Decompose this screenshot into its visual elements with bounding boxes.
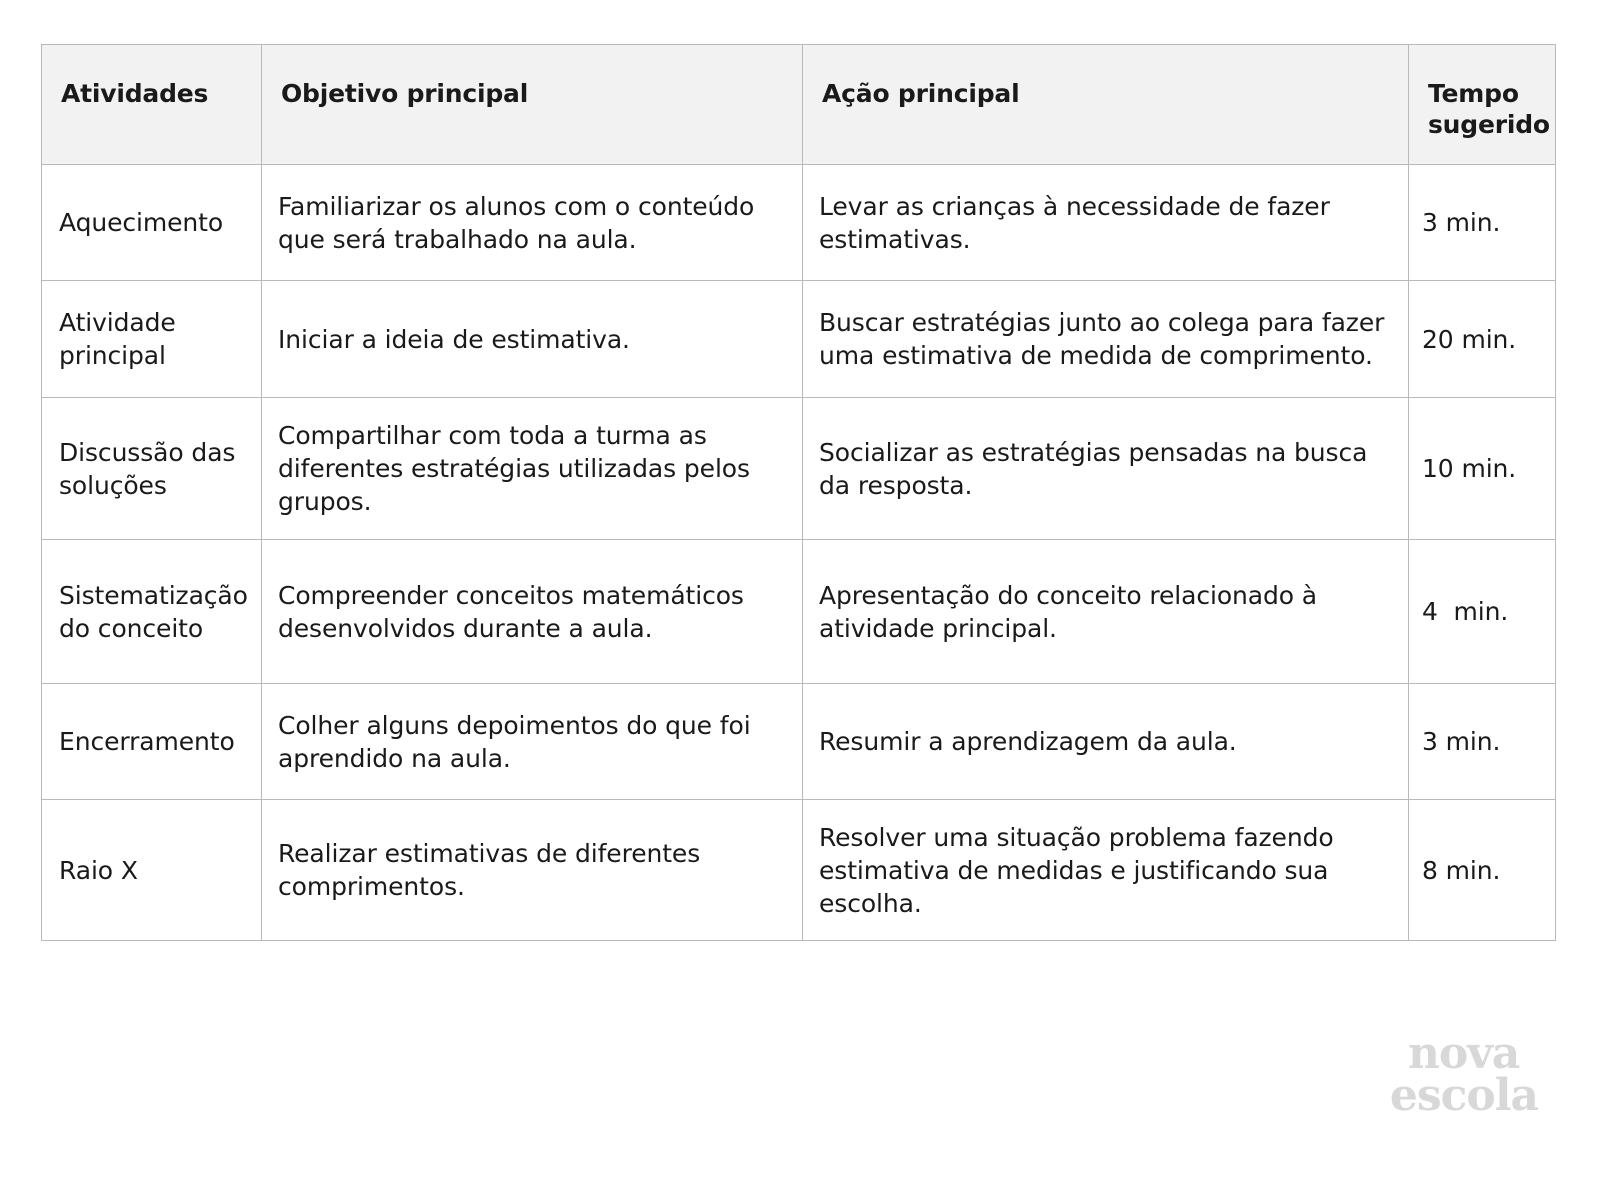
cell-objetivo: Colher alguns depoimentos do que foi apr…	[261, 683, 803, 800]
table-row: Aquecimento Familiarizar os alunos com o…	[41, 164, 1556, 281]
table-header: Atividades Objetivo principal Ação princ…	[41, 44, 1556, 165]
cell-atividade: Atividade principal	[41, 280, 262, 398]
column-header-acao-label: Ação principal	[822, 79, 1020, 108]
cell-atividade: Sistematização do conceito	[41, 539, 262, 684]
column-header-objetivo: Objetivo principal	[261, 44, 803, 165]
table-row: Raio X Realizar estimativas de diferente…	[41, 799, 1556, 941]
cell-atividade: Raio X	[41, 799, 262, 941]
cell-tempo: 3 min.	[1408, 164, 1556, 281]
table-row: Atividade principal Iniciar a ideia de e…	[41, 280, 1556, 398]
cell-tempo: 20 min.	[1408, 280, 1556, 398]
cell-acao: Levar as crianças à necessidade de fazer…	[802, 164, 1409, 281]
cell-acao: Socializar as estratégias pensadas na bu…	[802, 397, 1409, 540]
cell-objetivo: Iniciar a ideia de estimativa.	[261, 280, 803, 398]
column-header-tempo: Tempo sugerido	[1408, 44, 1556, 165]
cell-atividade: Aquecimento	[41, 164, 262, 281]
column-header-objetivo-label: Objetivo principal	[281, 79, 529, 108]
cell-objetivo: Compartilhar com toda a turma as diferen…	[261, 397, 803, 540]
cell-atividade: Discussão das soluções	[41, 397, 262, 540]
column-header-atividades-label: Atividades	[61, 79, 209, 108]
cell-acao: Buscar estratégias junto ao colega para …	[802, 280, 1409, 398]
table-row: Encerramento Colher alguns depoimentos d…	[41, 683, 1556, 800]
lesson-plan-table: Atividades Objetivo principal Ação princ…	[41, 44, 1556, 941]
table-header-row: Atividades Objetivo principal Ação princ…	[41, 44, 1556, 165]
column-header-atividades: Atividades	[41, 44, 262, 165]
table-row: Discussão das soluções Compartilhar com …	[41, 397, 1556, 540]
table-row: Sistematização do conceito Compreender c…	[41, 539, 1556, 684]
column-header-tempo-label: Tempo sugerido	[1428, 79, 1550, 139]
cell-objetivo: Realizar estimativas de diferentes compr…	[261, 799, 803, 941]
cell-tempo: 3 min.	[1408, 683, 1556, 800]
cell-acao: Apresentação do conceito relacionado à a…	[802, 539, 1409, 684]
column-header-acao: Ação principal	[802, 44, 1409, 165]
cell-atividade: Encerramento	[41, 683, 262, 800]
table-body: Aquecimento Familiarizar os alunos com o…	[41, 164, 1556, 941]
logo-line-nova: nova	[1407, 1028, 1520, 1080]
nova-escola-logo: nova escola	[1389, 1028, 1539, 1121]
cell-tempo: 8 min.	[1408, 799, 1556, 941]
cell-acao: Resumir a aprendizagem da aula.	[802, 683, 1409, 800]
cell-objetivo: Compreender conceitos matemáticos desenv…	[261, 539, 803, 684]
cell-tempo: 10 min.	[1408, 397, 1556, 540]
cell-objetivo: Familiarizar os alunos com o conteúdo qu…	[261, 164, 803, 281]
logo-line-escola: escola	[1389, 1069, 1539, 1121]
cell-acao: Resolver uma situação problema fazendo e…	[802, 799, 1409, 941]
cell-tempo: 4 min.	[1408, 539, 1556, 684]
